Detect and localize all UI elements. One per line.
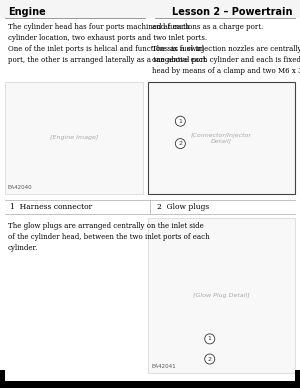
- Text: [Glow Plug Detail]: [Glow Plug Detail]: [193, 293, 250, 298]
- Text: Lesson 2 – Powertrain: Lesson 2 – Powertrain: [172, 7, 292, 17]
- Text: 2: 2: [208, 357, 212, 362]
- Bar: [295, 370, 300, 388]
- Text: The glow plugs are arranged centrally on the inlet side
of the cylinder head, be: The glow plugs are arranged centrally on…: [8, 222, 210, 252]
- Bar: [0, 381, 300, 388]
- Circle shape: [175, 116, 185, 126]
- Text: EA42040: EA42040: [8, 185, 33, 190]
- Text: 2  Glow plugs: 2 Glow plugs: [157, 203, 209, 211]
- Text: EA42041: EA42041: [151, 364, 176, 369]
- Bar: [0, 0, 300, 18]
- Bar: [148, 218, 295, 373]
- Text: 2: 2: [178, 141, 182, 146]
- Circle shape: [205, 354, 215, 364]
- Text: 1: 1: [208, 336, 212, 341]
- Circle shape: [205, 334, 215, 344]
- Text: and functions as a charge port.

The six fuel injection nozzles are centrally mo: and functions as a charge port. The six …: [152, 23, 300, 75]
- Bar: [5, 82, 143, 194]
- Text: [Connector/Injector
Detail]: [Connector/Injector Detail]: [191, 133, 252, 144]
- Bar: [148, 82, 295, 194]
- Text: [Engine Image]: [Engine Image]: [50, 135, 98, 140]
- Text: Engine: Engine: [8, 7, 46, 17]
- Text: 1: 1: [178, 119, 182, 124]
- Text: The cylinder head has four ports machined at each
cylinder location, two exhaust: The cylinder head has four ports machine…: [8, 23, 207, 64]
- Circle shape: [175, 139, 185, 149]
- Bar: [0, 370, 5, 388]
- Text: 1  Harness connector: 1 Harness connector: [10, 203, 92, 211]
